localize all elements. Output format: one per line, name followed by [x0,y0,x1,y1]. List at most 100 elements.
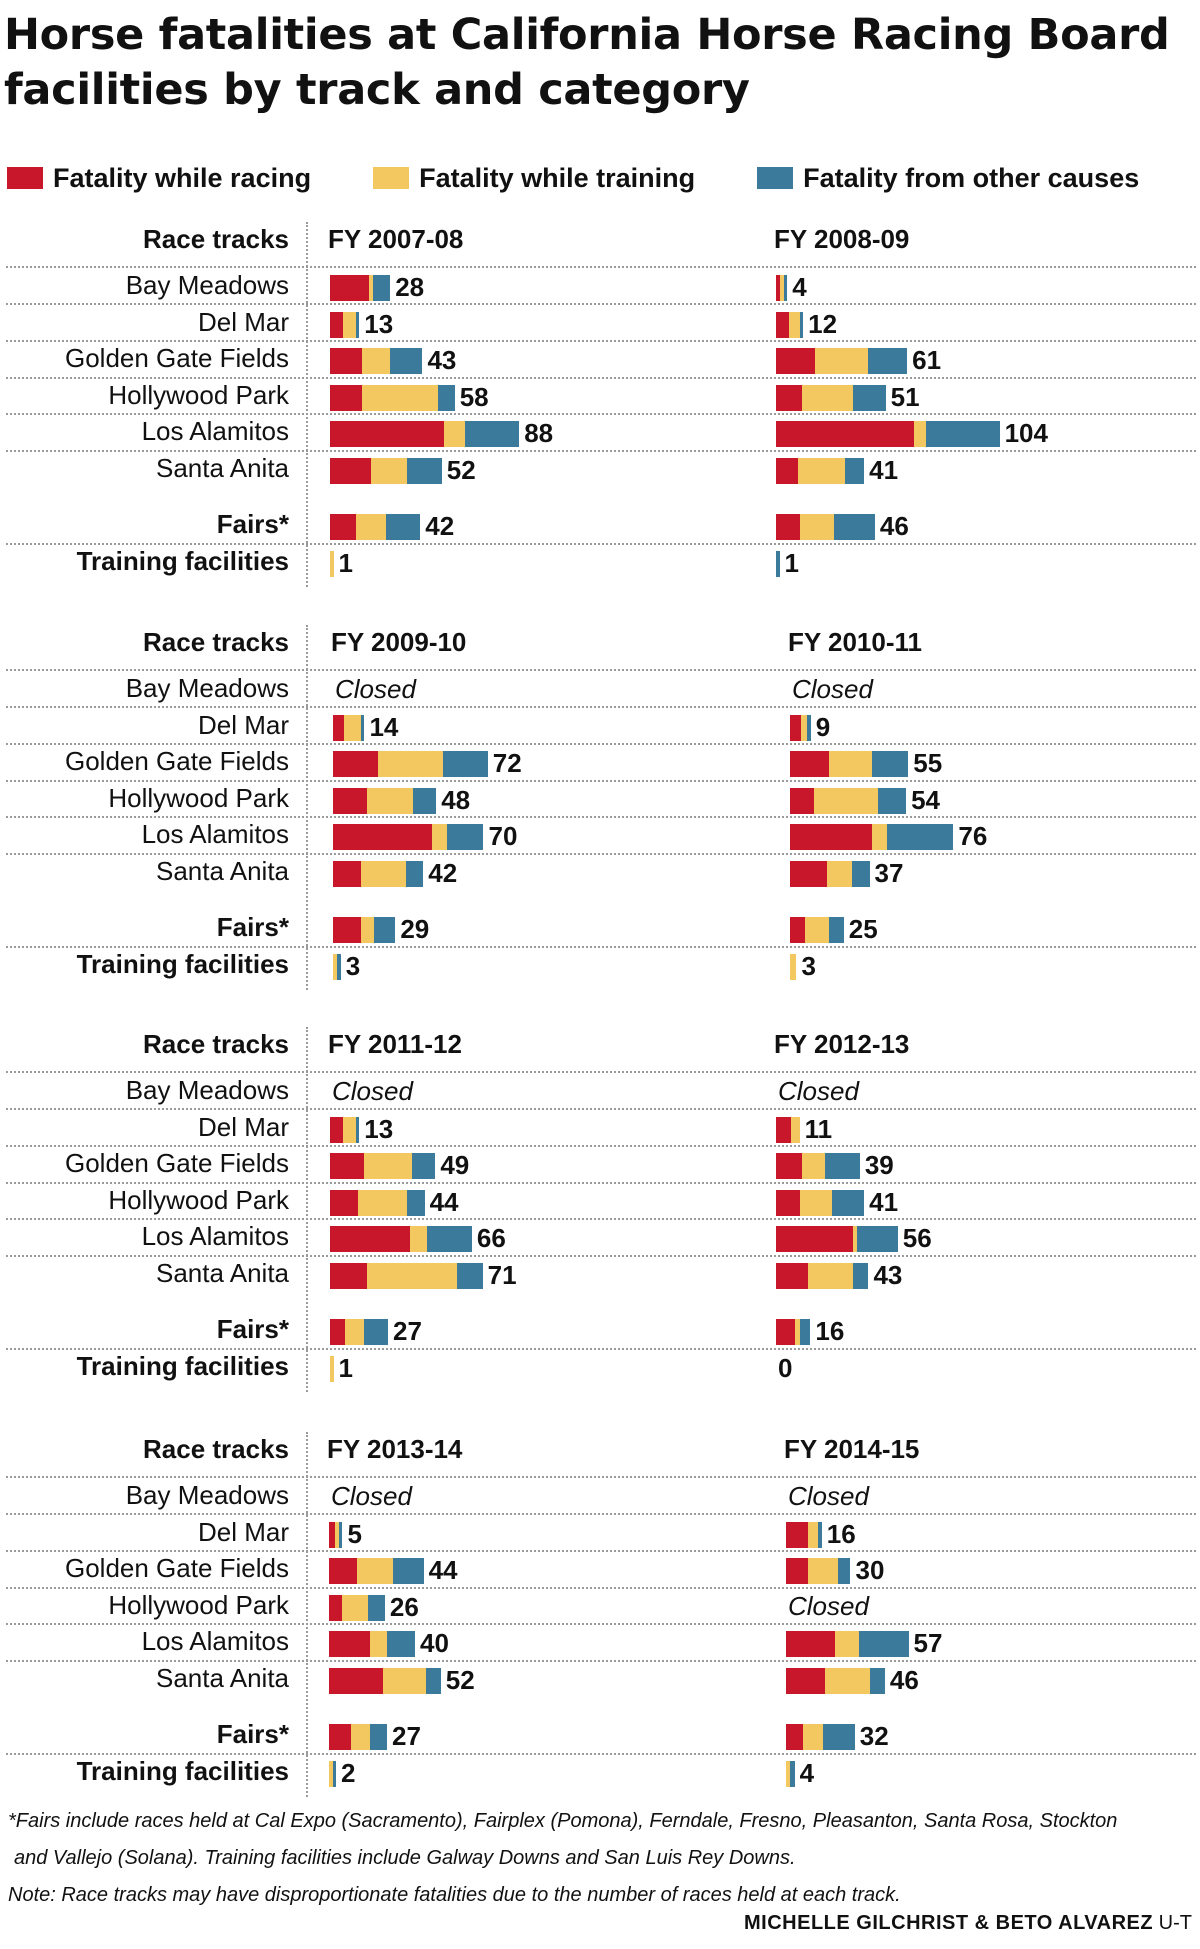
bar-segment-training [780,275,784,301]
stacked-bar [790,861,870,887]
data-label: 76 [958,821,988,851]
panel-year-label: FY 2013-14 [327,1434,463,1464]
row-divider [6,1108,1196,1110]
data-label: 51 [890,382,920,412]
row-divider [6,1145,1196,1147]
row-label-santa-anita: Santa Anita [156,856,289,886]
row-divider [6,303,1196,305]
stacked-bar [330,514,421,540]
data-label: 30 [855,1555,885,1585]
stacked-bar [776,551,780,577]
panel-year-label: FY 2011-12 [328,1029,462,1059]
bar-segment-training [343,715,361,741]
bar-segment-other [456,1263,483,1289]
row-label-fairs: Fairs* [216,912,289,942]
row-divider [6,450,1196,452]
bar-segment-training [370,458,408,484]
data-label: 4 [792,272,807,302]
footnote-line: and Vallejo (Solana). Training facilitie… [14,1847,796,1869]
bar-segment-racing [329,1631,370,1657]
bar-segment-racing [776,312,789,338]
bar-segment-other [871,751,909,777]
bar-segment-other [818,1522,822,1548]
panel-year-label: FY 2009-10 [331,627,467,657]
bar-segment-training [803,1724,823,1750]
bar-segment-other [776,551,780,577]
bar-segment-other [360,715,365,741]
bar-segment-training [788,312,800,338]
panel-year-label: FY 2014-15 [784,1434,920,1464]
bar-segment-training [799,1190,832,1216]
chart-section: Race tracks Bay Meadows Del Mar Golden Gate… [0,1027,1200,1407]
bar-segment-racing [776,1226,854,1252]
bar-segment-training [362,348,391,374]
data-label: 14 [369,712,399,742]
stacked-bar [776,275,788,301]
bar-segment-racing [330,1263,367,1289]
stacked-bar [333,917,396,943]
bar-segment-training [330,551,334,577]
bar-segment-training [808,1263,854,1289]
panel-year-label: FY 2012-13 [774,1029,910,1059]
data-label: 61 [912,345,942,375]
bar-segment-training [871,824,887,850]
legend-label-other: Fatality from other causes [803,162,1140,193]
bar-segment-racing [790,788,814,814]
stacked-bar [786,1522,822,1548]
data-label: 72 [492,748,522,778]
row-divider [6,377,1196,379]
stacked-bar [330,458,442,484]
data-label: 4 [799,1758,815,1788]
row-label-golden-gate-fields: Golden Gate Fields [64,746,289,776]
bar-segment-training [797,458,845,484]
bar-segment-racing [790,917,806,943]
stacked-bar [329,1631,415,1657]
bar-segment-racing [333,751,379,777]
bar-segment-other [837,1558,851,1584]
bar-segment-racing [330,385,363,411]
data-label: 44 [429,1187,459,1217]
data-label: 41 [869,1187,899,1217]
bar-segment-other [426,1226,472,1252]
row-divider [6,743,1196,745]
stacked-bar [776,312,804,338]
row-label-fairs: Fairs* [216,1719,289,1749]
bar-segment-other [337,954,341,980]
data-label: 27 [392,1721,421,1751]
bar-segment-racing [776,514,800,540]
bar-segment-racing [333,861,361,887]
data-label: 26 [389,1592,419,1622]
data-label: 43 [873,1260,903,1290]
bar-segment-other [825,1153,860,1179]
row-divider [6,1623,1196,1625]
row-divider [6,1587,1196,1589]
bar-segment-other [338,1522,343,1548]
row-label-santa-anita: Santa Anita [156,1663,289,1693]
bar-segment-training [369,1631,388,1657]
bar-segment-racing [776,1117,792,1143]
row-divider [6,413,1196,415]
legend-label-training: Fatality while training [419,162,696,193]
row-label-hollywood-park: Hollywood Park [108,1185,289,1215]
bar-segment-other [390,348,423,374]
data-label: 29 [400,914,430,944]
data-label: 48 [441,785,471,815]
bar-segment-training [355,514,386,540]
data-label: 57 [913,1628,943,1658]
bar-segment-other [783,275,788,301]
row-divider [6,706,1196,708]
bar-segment-racing [330,348,363,374]
bar-segment-racing [776,348,815,374]
bar-segment-other [834,514,875,540]
bar-segment-other [869,1668,885,1694]
bar-segment-racing [329,1522,336,1548]
row-label-hollywood-park: Hollywood Park [108,380,289,410]
legend-item-other: Fatality from other causes [757,163,1139,194]
row-label-los-alamitos: Los Alamitos [141,416,289,446]
legend-item-training: Fatality while training [373,163,695,194]
data-label: 52 [446,455,476,485]
bar-segment-other [407,1190,425,1216]
closed-label: Closed [792,674,873,704]
bar-segment-training [431,824,447,850]
stacked-bar [330,275,391,301]
